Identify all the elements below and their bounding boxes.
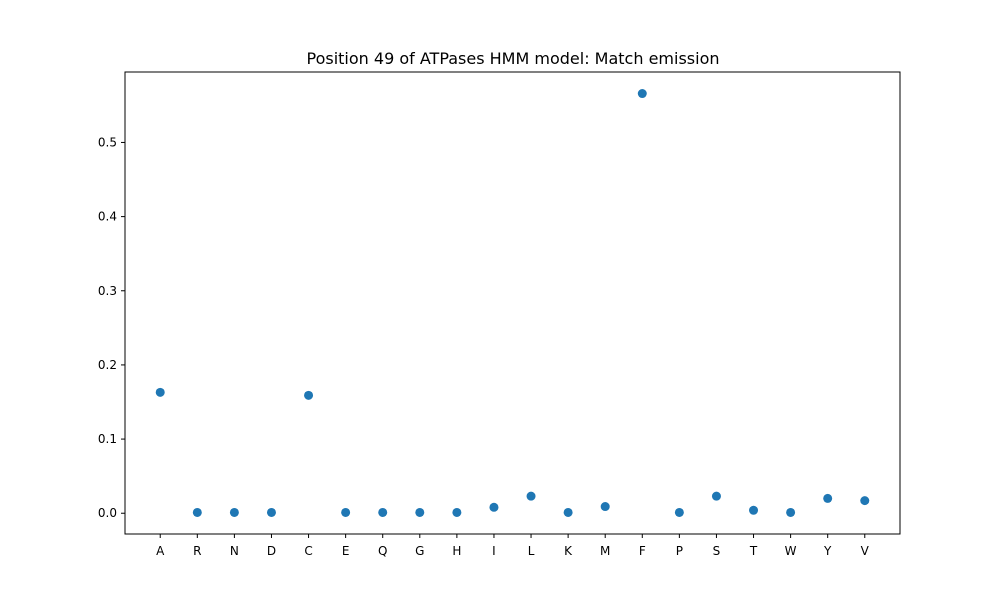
plot-area-frame bbox=[124, 71, 901, 535]
data-point-Q bbox=[378, 507, 388, 517]
y-tick-label: 0.3 bbox=[98, 284, 117, 298]
x-tick-label: H bbox=[452, 544, 461, 558]
data-point-H bbox=[452, 507, 462, 517]
x-tick-label: S bbox=[713, 544, 721, 558]
y-tick-label: 0.0 bbox=[98, 506, 117, 520]
data-point-W bbox=[786, 507, 796, 517]
x-tick-label: L bbox=[528, 544, 535, 558]
chart-title: Position 49 of ATPases HMM model: Match … bbox=[307, 49, 720, 68]
y-tick-label: 0.4 bbox=[98, 210, 117, 224]
x-tick-label: V bbox=[861, 544, 870, 558]
data-point-R bbox=[192, 507, 202, 517]
x-tick-label: A bbox=[156, 544, 165, 558]
data-point-Y bbox=[823, 493, 833, 503]
data-point-D bbox=[266, 507, 276, 517]
x-tick-label: Q bbox=[378, 544, 387, 558]
x-tick-label: E bbox=[342, 544, 350, 558]
data-points bbox=[155, 89, 870, 517]
data-point-C bbox=[304, 390, 314, 400]
x-tick-label: I bbox=[492, 544, 496, 558]
data-point-L bbox=[526, 491, 536, 501]
x-tick-label: K bbox=[564, 544, 573, 558]
data-point-N bbox=[229, 507, 239, 517]
data-point-M bbox=[600, 502, 610, 512]
data-point-V bbox=[860, 496, 870, 506]
x-tick-label: W bbox=[785, 544, 797, 558]
data-point-F bbox=[637, 89, 647, 99]
y-tick-label: 0.2 bbox=[98, 358, 117, 372]
data-point-P bbox=[674, 507, 684, 517]
x-tick-label: M bbox=[600, 544, 610, 558]
x-tick-label: G bbox=[415, 544, 424, 558]
data-point-T bbox=[749, 505, 759, 515]
x-tick-label: D bbox=[267, 544, 276, 558]
x-tick-label: F bbox=[639, 544, 646, 558]
data-point-E bbox=[341, 507, 351, 517]
x-tick-label: Y bbox=[823, 544, 832, 558]
data-point-G bbox=[415, 507, 425, 517]
y-tick-label: 0.1 bbox=[98, 432, 117, 446]
x-tick-label: N bbox=[230, 544, 239, 558]
data-point-A bbox=[155, 387, 165, 397]
x-tick-label: T bbox=[749, 544, 758, 558]
x-tick-label: R bbox=[193, 544, 201, 558]
data-point-S bbox=[711, 491, 721, 501]
x-tick-label: C bbox=[304, 544, 312, 558]
y-axis: 0.0 0.1 0.2 0.3 0.4 0.5 bbox=[98, 135, 125, 520]
y-tick-label: 0.5 bbox=[98, 135, 117, 149]
x-tick-label: P bbox=[676, 544, 683, 558]
data-point-K bbox=[563, 507, 573, 517]
data-point-I bbox=[489, 502, 499, 512]
